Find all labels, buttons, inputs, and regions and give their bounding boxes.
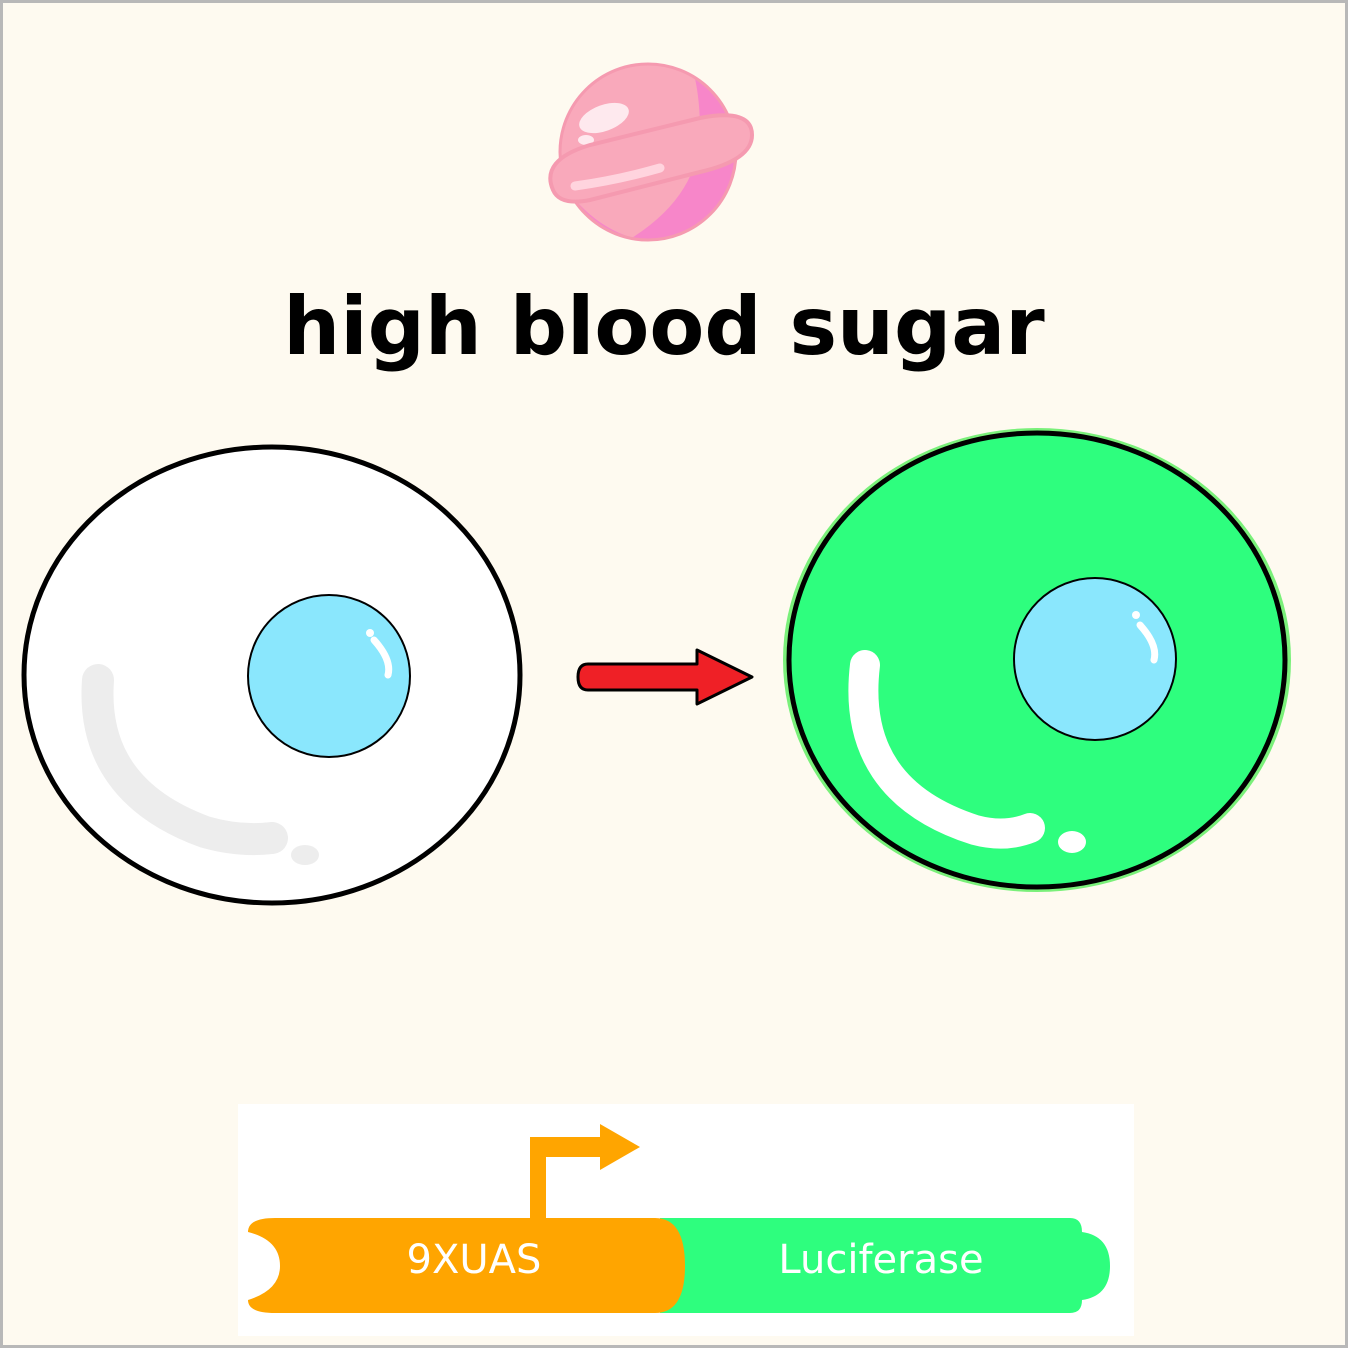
nucleus [247, 594, 411, 758]
transcription-start-arrow-icon [530, 1124, 640, 1222]
cell-after-highlight [848, 650, 1045, 849]
title: high blood sugar [283, 280, 1045, 373]
cell-after [783, 428, 1291, 892]
reporter-segment [660, 1218, 1110, 1313]
candy-planet-icon [548, 62, 755, 242]
right-arrow-icon [576, 648, 754, 706]
promoter-segment [248, 1218, 685, 1313]
gene-construct: 9XUAS Luciferase [238, 1104, 1134, 1336]
reporter-label: Luciferase [778, 1237, 983, 1283]
promoter-label: 9XUAS [407, 1237, 542, 1283]
cell-before [21, 444, 523, 906]
nucleus [1013, 577, 1177, 741]
cell-before-highlight [81, 664, 288, 856]
